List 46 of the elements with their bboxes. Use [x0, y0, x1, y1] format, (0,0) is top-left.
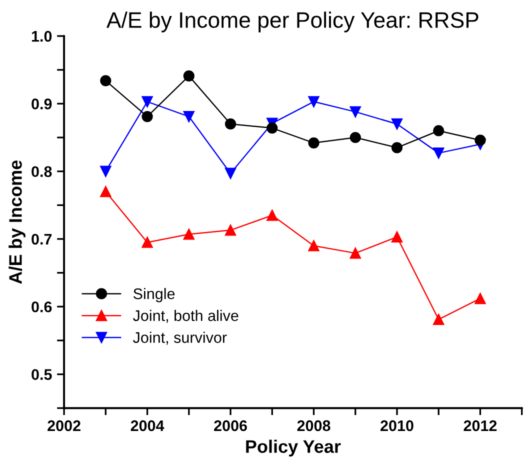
point: [391, 142, 403, 154]
legend-label: Joint, both alive: [133, 310, 238, 323]
point: [308, 96, 320, 108]
y-tick-label: 0.9: [32, 98, 52, 110]
point: [308, 240, 320, 252]
point: [183, 70, 194, 82]
point: [100, 75, 112, 86]
point: [100, 186, 112, 198]
point: [391, 231, 403, 243]
point: [433, 125, 444, 136]
point: [142, 110, 153, 122]
y-tick-label: 1.0: [32, 30, 52, 42]
point: [391, 118, 403, 130]
legend-label: Joint, survivor: [133, 332, 227, 345]
point: [224, 168, 236, 179]
y-axis-title: A/E by Income: [8, 160, 26, 284]
point: [183, 228, 194, 240]
point: [224, 224, 236, 236]
point: [350, 248, 361, 259]
point: [350, 106, 361, 118]
y-tick-label: 0.6: [32, 301, 52, 312]
point: [350, 132, 361, 144]
x-tick-label: 2004: [130, 420, 164, 432]
x-tick-label: 2012: [464, 420, 497, 432]
x-tick-label: 2006: [214, 420, 247, 432]
point: [308, 137, 320, 148]
point: [100, 166, 112, 177]
point: [183, 110, 194, 122]
point: [433, 314, 444, 326]
point: [142, 96, 153, 108]
point: [474, 292, 486, 304]
point: [224, 118, 236, 130]
legend-label: Single: [133, 288, 175, 302]
y-tick-label: 0.5: [32, 369, 52, 380]
chart-title: A/E by Income per Policy Year: RRSP: [106, 12, 478, 32]
y-tick-label: 0.7: [32, 234, 52, 245]
point: [266, 122, 278, 134]
x-axis-title: Policy Year: [246, 440, 341, 457]
y-tick-label: 0.8: [32, 166, 52, 178]
point: [266, 210, 278, 221]
point: [474, 134, 486, 146]
x-tick-label: 2002: [48, 420, 80, 432]
point: [433, 148, 444, 159]
point: [142, 236, 153, 248]
x-tick-label: 2010: [380, 420, 414, 432]
x-tick-label: 2008: [297, 420, 330, 432]
